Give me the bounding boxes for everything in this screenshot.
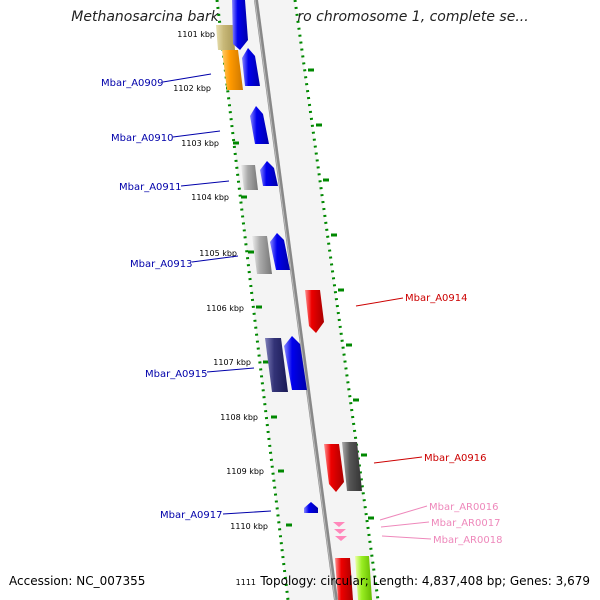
gene-khaki	[216, 25, 235, 50]
gene-lime	[355, 556, 372, 600]
gene-label-forward[interactable]: Mbar_A0917	[160, 510, 223, 521]
kbp-label: 1107 kbp	[213, 358, 251, 367]
rna-label[interactable]: Mbar_AR0018	[433, 535, 502, 546]
rna-label[interactable]: Mbar_AR0016	[429, 502, 498, 513]
kbp-label: 1102 kbp	[173, 84, 211, 93]
kbp-label: 1109 kbp	[226, 467, 264, 476]
gene-label-reverse[interactable]: Mbar_A0914	[405, 293, 468, 304]
gene-gray	[252, 236, 272, 274]
outer-dotted-track	[293, 0, 380, 600]
gene-arrow-blue[interactable]	[270, 233, 290, 270]
gene-label-reverse[interactable]: Mbar_A0916	[424, 453, 487, 464]
rna-label-leaders	[379, 505, 432, 540]
gene-label-forward[interactable]: Mbar_A0915	[145, 369, 208, 380]
gene-arrow-blue[interactable]	[260, 161, 278, 186]
reverse-label-leaders	[355, 297, 423, 464]
inner-dotted-track	[215, 0, 290, 600]
rna-feature[interactable]	[333, 522, 345, 527]
gene-arrow-blue-small[interactable]	[304, 502, 318, 513]
gene-dark-gray	[342, 442, 362, 491]
accession-text: Accession: NC_007355	[9, 574, 146, 588]
rna-feature[interactable]	[335, 536, 347, 541]
forward-label-leaders	[162, 73, 272, 515]
gene-arrow-blue[interactable]	[284, 336, 307, 390]
kbp-label: 1105 kbp	[199, 249, 237, 258]
gene-navy	[265, 338, 288, 392]
topology-summary: Topology: circular; Length: 4,837,408 bp…	[260, 574, 590, 588]
map-title: Methanosarcina barkeri str. fusaro chrom…	[71, 9, 529, 25]
gene-label-forward[interactable]: Mbar_A0913	[130, 259, 193, 270]
gene-red-bottom[interactable]	[335, 558, 353, 600]
kbp-label: 1110 kbp	[230, 522, 268, 531]
gene-arrow-red[interactable]	[324, 444, 344, 492]
gene-arrow-blue[interactable]	[232, 0, 248, 50]
gene-orange[interactable]	[222, 50, 243, 90]
kbp-label: 1104 kbp	[191, 193, 229, 202]
gene-arrow-red[interactable]	[305, 290, 324, 333]
gene-label-forward[interactable]: Mbar_A0910	[111, 133, 174, 144]
gene-label-forward[interactable]: Mbar_A0911	[119, 182, 182, 193]
gene-gray	[241, 165, 258, 190]
kbp-label: 1111	[236, 578, 256, 587]
rna-feature[interactable]	[334, 529, 346, 534]
kbp-tick-marks	[218, 32, 374, 527]
rna-label[interactable]: Mbar_AR0017	[431, 518, 500, 529]
kbp-label: 1103 kbp	[181, 139, 219, 148]
kbp-label: 1108 kbp	[220, 413, 258, 422]
chromosome-backbone-highlight	[254, 0, 336, 600]
gene-label-forward[interactable]: Mbar_A0909	[101, 78, 164, 89]
gene-arrow-blue[interactable]	[250, 106, 269, 144]
kbp-label: 1106 kbp	[206, 304, 244, 313]
chromosome-backbone	[254, 0, 338, 600]
gene-arrow-blue[interactable]	[242, 48, 260, 86]
kbp-label: 1101 kbp	[177, 30, 215, 39]
